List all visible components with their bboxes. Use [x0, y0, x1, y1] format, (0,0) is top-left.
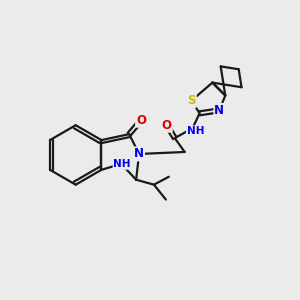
Text: S: S	[188, 94, 196, 107]
Text: N: N	[214, 104, 224, 117]
Text: NH: NH	[187, 126, 204, 136]
Text: NH: NH	[113, 159, 131, 169]
Text: O: O	[162, 119, 172, 132]
Text: N: N	[134, 148, 144, 160]
Text: O: O	[136, 114, 146, 127]
